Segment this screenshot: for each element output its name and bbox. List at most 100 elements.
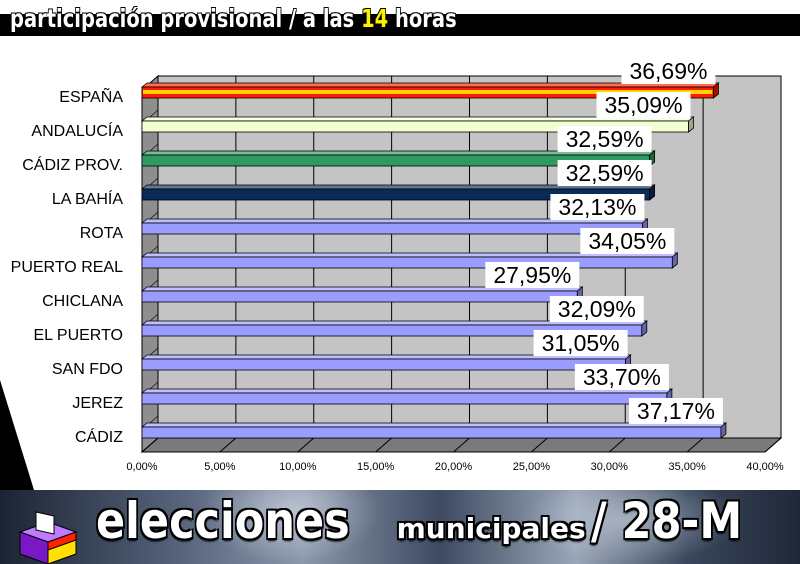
data-label: 33,70% — [574, 364, 669, 390]
bar-end-face — [713, 82, 719, 99]
floor-gridline — [453, 437, 470, 453]
x-tick-label: 40,00% — [746, 461, 784, 473]
x-tick-label: 0,00% — [126, 461, 157, 473]
category-label: CÁDIZ — [75, 427, 123, 446]
x-tick-label: 10,00% — [279, 461, 317, 473]
data-label: 31,05% — [533, 330, 628, 356]
participation-chart: 0,00% 5,00% 10,00% 15,00% 20,00% 25,00% 30,00%… — [11, 58, 784, 473]
x-axis-tick-labels: 0,00% 5,00% 10,00% 15,00% 20,00% 25,00% 30,00%… — [126, 461, 783, 473]
bar — [140, 82, 720, 99]
floor-gridline — [219, 437, 237, 453]
floor-gridline — [531, 437, 548, 453]
category-label: CHICLANA — [42, 293, 123, 310]
data-label: 37,17% — [628, 398, 723, 424]
bar-front-face — [141, 426, 722, 439]
bar — [140, 354, 632, 371]
data-label-text: 34,05% — [588, 228, 666, 254]
category-labels: ESPAÑA ANDALUCÍA CÁDIZ PROV. LA BAHÍA ROTA PU… — [11, 86, 124, 446]
data-label-text: 35,09% — [605, 92, 683, 118]
bar-end-face — [720, 422, 727, 439]
bar-end-face — [688, 116, 694, 133]
x-tick-label: 25,00% — [513, 461, 551, 473]
bar-end-face — [671, 252, 678, 269]
bar — [140, 388, 674, 405]
category-label: SAN FDO — [52, 361, 123, 378]
title-hour-highlight: 14 — [361, 4, 389, 33]
bar — [140, 184, 656, 201]
data-labels: 36,69% 35,09% 32,59% 32,59% 32,13% 34,05% 27,9… — [485, 58, 723, 424]
data-label-text: 32,59% — [566, 126, 644, 152]
floor-gridline — [686, 437, 704, 453]
footer-title: elecciones municipales / 28-M — [96, 492, 767, 550]
header-bar — [0, 14, 800, 36]
data-label-text: 27,95% — [493, 262, 571, 288]
data-label-box — [574, 364, 669, 390]
x-tick-label: 20,00% — [435, 461, 473, 473]
data-label-text: 32,09% — [558, 296, 636, 322]
bars — [140, 82, 728, 439]
bar-end-face — [641, 320, 648, 337]
data-label-text: 33,70% — [583, 364, 661, 390]
category-label: JEREZ — [72, 395, 123, 412]
x-tick-label: 15,00% — [357, 461, 395, 473]
category-label: LA BAHÍA — [52, 189, 123, 208]
data-label-text: 37,17% — [637, 398, 715, 424]
data-label-box — [557, 126, 652, 152]
data-label-box — [550, 194, 645, 220]
x-tick-label: 35,00% — [668, 461, 706, 473]
data-label-text: 32,13% — [558, 194, 636, 220]
bar-front-face — [141, 392, 668, 405]
x-tick-label: 30,00% — [591, 461, 629, 473]
floor-gridline — [141, 437, 159, 453]
category-label: ESPAÑA — [59, 86, 123, 106]
data-label: 36,69% — [621, 58, 716, 84]
title-text-before: participación provisional / a las — [10, 4, 362, 33]
page-title: participación provisional / a las 14 hor… — [10, 4, 457, 33]
bar-front-face — [141, 290, 578, 303]
corner-decoration — [0, 380, 34, 490]
data-label-box — [596, 92, 691, 118]
bar — [140, 252, 679, 269]
footer-word-date: / 28-M — [591, 492, 743, 550]
bar — [140, 150, 656, 167]
bar — [140, 320, 648, 337]
bar-front-face — [141, 256, 673, 269]
bar — [140, 422, 728, 439]
category-label: ROTA — [80, 225, 124, 242]
data-label-box — [580, 228, 675, 254]
floor-gridline — [608, 437, 626, 453]
bar — [140, 286, 584, 303]
title-text-after: horas — [388, 4, 457, 33]
data-label-text: 31,05% — [542, 330, 620, 356]
data-label: 35,09% — [596, 92, 691, 118]
data-label-box — [628, 398, 723, 424]
data-label-box — [549, 296, 644, 322]
footer-banner: elecciones municipales / 28-M — [0, 490, 800, 564]
category-label: CÁDIZ PROV. — [22, 155, 123, 174]
data-label: 32,13% — [550, 194, 645, 220]
category-label: PUERTO REAL — [11, 259, 123, 276]
footer-word-elecciones: elecciones — [96, 492, 350, 550]
data-label: 32,59% — [557, 126, 652, 152]
bar-front-face — [141, 222, 643, 235]
category-label: EL PUERTO — [33, 327, 123, 344]
bar — [140, 218, 649, 235]
category-label: ANDALUCÍA — [31, 121, 123, 140]
data-label-box — [533, 330, 628, 356]
data-label: 32,09% — [549, 296, 644, 322]
data-label: 27,95% — [485, 262, 580, 288]
data-label-box — [485, 262, 580, 288]
bar-highlight-stripe — [143, 90, 713, 94]
ballot-box-icon — [18, 511, 78, 564]
bar-front-face — [141, 358, 627, 371]
data-label-text: 32,59% — [566, 160, 644, 186]
footer-photo-highlight — [520, 490, 740, 564]
x-tick-label: 5,00% — [204, 461, 235, 473]
data-label: 34,05% — [580, 228, 675, 254]
footer-photo-highlight — [200, 490, 380, 564]
floor-gridline — [297, 437, 315, 453]
floor-gridline — [764, 437, 782, 453]
data-label: 32,59% — [557, 160, 652, 186]
data-label-box — [557, 160, 652, 186]
bar-end-face — [649, 184, 655, 201]
